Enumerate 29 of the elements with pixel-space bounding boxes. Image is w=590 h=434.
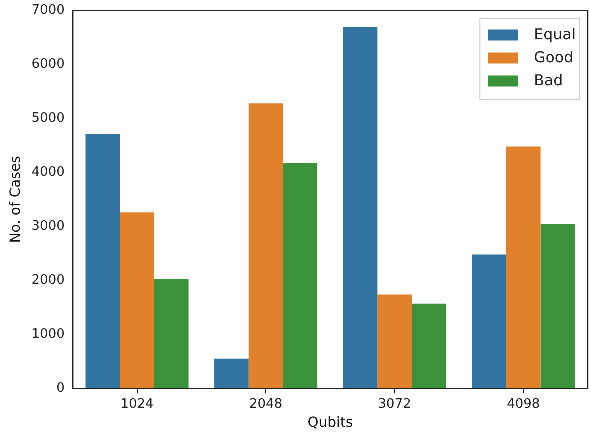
x-tick-label: 4098: [507, 396, 540, 412]
bar: [378, 294, 412, 389]
bar: [343, 26, 378, 389]
y-tick-label: 2000: [32, 273, 65, 288]
bar: [214, 358, 249, 389]
bar: [472, 254, 506, 389]
y-tick-label: 4000: [32, 165, 65, 180]
x-tick-label: 3072: [378, 396, 412, 412]
legend-label: Bad: [534, 72, 564, 90]
bar: [283, 163, 318, 389]
x-tick-label: 2048: [250, 396, 283, 412]
bar: [412, 304, 446, 389]
legend-label: Good: [534, 48, 574, 67]
bar: [506, 146, 541, 389]
x-tick-label: 1024: [120, 396, 154, 412]
y-tick-label: 7000: [32, 3, 65, 18]
y-tick-label: 0: [56, 380, 65, 396]
y-tick-label: 3000: [32, 219, 65, 234]
y-tick-label: 5000: [32, 111, 65, 126]
x-axis-title: Qubits: [308, 415, 354, 432]
y-tick-label: 6000: [32, 57, 65, 72]
bar: [120, 212, 154, 389]
y-tick-label: 1000: [32, 327, 65, 342]
bar: [540, 224, 576, 389]
y-axis-title: No. of Cases: [8, 156, 24, 244]
bar: [86, 134, 120, 389]
bar: [248, 104, 284, 389]
bar: [154, 279, 189, 389]
legend-label: Equal: [534, 26, 576, 44]
